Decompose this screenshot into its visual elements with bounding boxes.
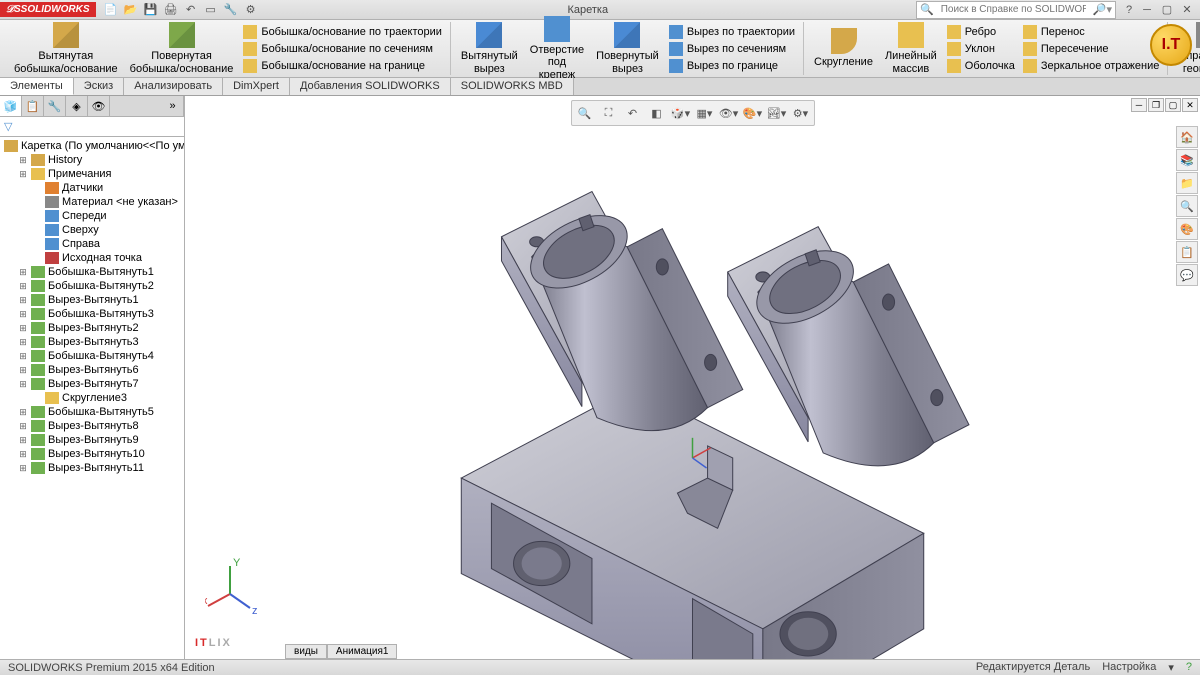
feature-manager-panel: 🧊 📋 🔧 ◈ 👁 » ▽ Каретка (По умолчанию<<По … xyxy=(0,96,185,659)
status-version: SOLIDWORKS Premium 2015 x64 Edition xyxy=(8,662,215,674)
extrude-boss-button[interactable]: Вытянутая бобышка/основание xyxy=(10,20,122,76)
tree-item[interactable]: Сверху xyxy=(0,223,184,237)
shell-button[interactable]: Оболочка xyxy=(945,58,1017,74)
svg-text:x: x xyxy=(205,595,208,607)
options-icon[interactable]: ⚙ xyxy=(242,1,260,19)
filter-bar[interactable]: ▽ xyxy=(0,117,184,137)
feature-panel-tabs: 🧊 📋 🔧 ◈ 👁 » xyxy=(0,96,184,117)
tab-dimxpert[interactable]: DimXpert xyxy=(223,78,290,95)
tree-item[interactable]: ⊞Примечания xyxy=(0,167,184,181)
tree-item[interactable]: Материал <не указан> xyxy=(0,195,184,209)
ribbon: Вытянутая бобышка/основание Повернутая б… xyxy=(0,20,1200,78)
tab-mbd[interactable]: SOLIDWORKS MBD xyxy=(451,78,574,95)
tree-root[interactable]: Каретка (По умолчанию<<По ум xyxy=(0,139,184,153)
minimize-button[interactable]: ─ xyxy=(1138,2,1156,18)
display-tab[interactable]: 👁 xyxy=(88,96,110,116)
sweep-boss-button[interactable]: Бобышка/основание по траектории xyxy=(241,24,444,40)
tab-sketch[interactable]: Эскиз xyxy=(74,78,124,95)
status-dropdown-icon[interactable]: ▾ xyxy=(1168,661,1174,674)
draft-button[interactable]: Уклон xyxy=(945,41,1017,57)
tree-item[interactable]: ⊞Вырез-Вытянуть7 xyxy=(0,377,184,391)
revolve-boss-button[interactable]: Повернутая бобышка/основание xyxy=(126,20,238,76)
dimxpert-tab[interactable]: ◈ xyxy=(66,96,88,116)
tree-item[interactable]: Исходная точка xyxy=(0,251,184,265)
status-mode: Редактируется Деталь xyxy=(976,661,1090,674)
help-icon[interactable]: ? xyxy=(1120,1,1138,19)
channel-logo: I.T xyxy=(1150,24,1192,66)
tree-item[interactable]: ⊞Вырез-Вытянуть3 xyxy=(0,335,184,349)
status-help-icon[interactable]: ? xyxy=(1186,661,1192,674)
model-tab[interactable]: виды xyxy=(285,644,327,659)
tree-item[interactable]: ⊞Бобышка-Вытянуть4 xyxy=(0,349,184,363)
print-icon[interactable]: 🖨 xyxy=(162,1,180,19)
tree-item[interactable]: ⊞Вырез-Вытянуть9 xyxy=(0,433,184,447)
model-render xyxy=(185,96,1200,659)
boundary-boss-button[interactable]: Бобышка/основание на границе xyxy=(241,58,444,74)
property-tab[interactable]: 📋 xyxy=(22,96,44,116)
new-icon[interactable]: 📄 xyxy=(102,1,120,19)
svg-text:z: z xyxy=(252,605,258,617)
rebuild-icon[interactable]: 🔧 xyxy=(222,1,240,19)
panel-menu-icon[interactable]: » xyxy=(162,96,184,116)
workspace: 🧊 📋 🔧 ◈ 👁 » ▽ Каретка (По умолчанию<<По … xyxy=(0,96,1200,659)
tree-item[interactable]: ⊞Бобышка-Вытянуть2 xyxy=(0,279,184,293)
help-search[interactable]: 🔍 🔎▾ xyxy=(916,1,1116,19)
undo-icon[interactable]: ↶ xyxy=(182,1,200,19)
fillet-button[interactable]: Скругление xyxy=(810,20,877,76)
tab-evaluate[interactable]: Анализировать xyxy=(124,78,223,95)
view-triad: x Y z xyxy=(205,549,275,619)
animation-tab[interactable]: Анимация1 xyxy=(327,644,398,659)
tab-features[interactable]: Элементы xyxy=(0,78,74,95)
graphics-viewport[interactable]: ─ ❐ ▢ ✕ 🔍 ⛶ ↶ ◧ 🎲▾ ▦▾ 👁▾ 🎨▾ 🏞▾ ⚙▾ 🏠 📚 📁 … xyxy=(185,96,1200,659)
quick-access-toolbar: 📄 📂 💾 🖨 ↶ ▭ 🔧 ⚙ xyxy=(102,1,260,19)
app-logo: SOLIDWORKS xyxy=(0,2,96,17)
tree-item[interactable]: ⊞Вырез-Вытянуть1 xyxy=(0,293,184,307)
tree-item[interactable]: Датчики xyxy=(0,181,184,195)
close-button[interactable]: ✕ xyxy=(1178,2,1196,18)
config-tab[interactable]: 🔧 xyxy=(44,96,66,116)
tab-addins[interactable]: Добавления SOLIDWORKS xyxy=(290,78,451,95)
revolve-cut-button[interactable]: Повернутый вырез xyxy=(592,14,663,82)
statusbar: SOLIDWORKS Premium 2015 x64 Edition Реда… xyxy=(0,659,1200,675)
select-icon[interactable]: ▭ xyxy=(202,1,220,19)
loft-boss-button[interactable]: Бобышка/основание по сечениям xyxy=(241,41,444,57)
linear-pattern-button[interactable]: Линейный массив xyxy=(881,20,941,76)
save-icon[interactable]: 💾 xyxy=(142,1,160,19)
tree-item[interactable]: ⊞Бобышка-Вытянуть5 xyxy=(0,405,184,419)
tree-item[interactable]: ⊞Вырез-Вытянуть10 xyxy=(0,447,184,461)
open-icon[interactable]: 📂 xyxy=(122,1,140,19)
extrude-cut-button[interactable]: Вытянутый вырез xyxy=(457,14,522,82)
tree-item[interactable]: ⊞Вырез-Вытянуть8 xyxy=(0,419,184,433)
tree-item[interactable]: ⊞History xyxy=(0,153,184,167)
tree-item[interactable]: ⊞Вырез-Вытянуть11 xyxy=(0,461,184,475)
feature-tree: Каретка (По умолчанию<<По ум ⊞History⊞Пр… xyxy=(0,137,184,659)
move-button[interactable]: Перенос xyxy=(1021,24,1162,40)
tree-item[interactable]: ⊞Вырез-Вытянуть2 xyxy=(0,321,184,335)
feature-tree-tab[interactable]: 🧊 xyxy=(0,96,22,116)
motion-tabs: виды Анимация1 xyxy=(285,644,397,659)
filter-icon: ▽ xyxy=(4,120,12,133)
search-dropdown-icon[interactable]: 🔎▾ xyxy=(1090,3,1115,16)
watermark: ITLIX xyxy=(195,625,232,653)
tree-item[interactable]: Скругление3 xyxy=(0,391,184,405)
maximize-button[interactable]: ▢ xyxy=(1158,2,1176,18)
window-controls: ─ ▢ ✕ xyxy=(1138,2,1196,18)
svg-text:Y: Y xyxy=(233,557,241,569)
boundary-cut-button[interactable]: Вырез по границе xyxy=(667,58,797,74)
tree-item[interactable]: ⊞Бобышка-Вытянуть3 xyxy=(0,307,184,321)
rib-button[interactable]: Ребро xyxy=(945,24,1017,40)
tree-item[interactable]: Спереди xyxy=(0,209,184,223)
search-input[interactable] xyxy=(937,4,1090,15)
tree-item[interactable]: ⊞Бобышка-Вытянуть1 xyxy=(0,265,184,279)
search-icon: 🔍 xyxy=(917,3,937,16)
status-settings[interactable]: Настройка xyxy=(1102,661,1156,674)
mirror-button[interactable]: Зеркальное отражение xyxy=(1021,58,1162,74)
intersect-button[interactable]: Пересечение xyxy=(1021,41,1162,57)
tree-item[interactable]: Справа xyxy=(0,237,184,251)
sweep-cut-button[interactable]: Вырез по траектории xyxy=(667,24,797,40)
tree-item[interactable]: ⊞Вырез-Вытянуть6 xyxy=(0,363,184,377)
hole-wizard-button[interactable]: Отверстие под крепеж xyxy=(526,14,588,82)
loft-cut-button[interactable]: Вырез по сечениям xyxy=(667,41,797,57)
